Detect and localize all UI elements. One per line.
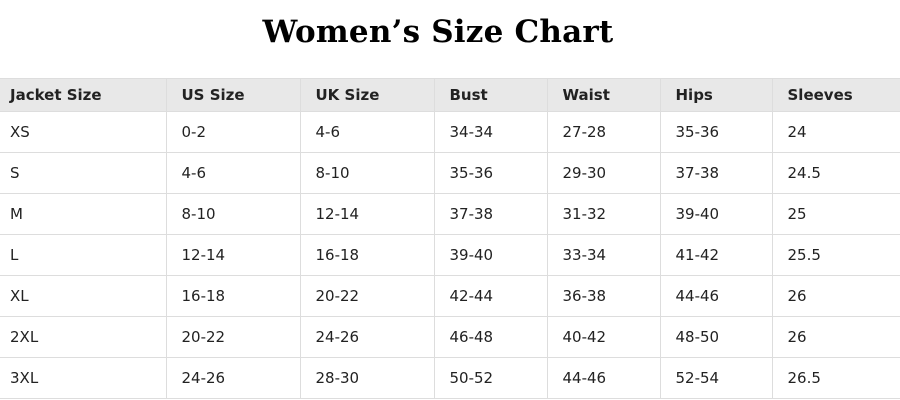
table-cell: 20-22 [299, 275, 435, 317]
column-header: Hips [659, 78, 773, 112]
column-header: Waist [546, 78, 661, 112]
table-row: 2XL 20-22 24-26 46-48 40-42 48-50 26 [0, 316, 900, 358]
table-cell: 16-18 [165, 275, 301, 317]
table-cell: 39-40 [659, 193, 773, 235]
table-cell: 29-30 [546, 152, 661, 194]
table-cell: 26 [771, 275, 900, 317]
table-cell: 27-28 [546, 111, 661, 153]
table-cell: 26 [771, 316, 900, 358]
table-cell: 46-48 [433, 316, 548, 358]
table-cell: 40-42 [546, 316, 661, 358]
table-header-row: Jacket Size US Size UK Size Bust Waist Hips Sl… [0, 78, 900, 112]
table-cell: 20-22 [165, 316, 301, 358]
table-cell: 37-38 [659, 152, 773, 194]
table-cell: S [0, 152, 167, 194]
table-cell: 44-46 [546, 357, 661, 399]
size-chart-table: Jacket Size US Size UK Size Bust Waist Hips Sl… [0, 78, 900, 399]
column-header: Bust [433, 78, 548, 112]
table-cell: 33-34 [546, 234, 661, 276]
table-cell: 24.5 [771, 152, 900, 194]
table-row: S 4-6 8-10 35-36 29-30 37-38 24.5 [0, 152, 900, 194]
table-cell: 24-26 [165, 357, 301, 399]
table-cell: 26.5 [771, 357, 900, 399]
table-cell: 35-36 [659, 111, 773, 153]
table-cell: 48-50 [659, 316, 773, 358]
table-cell: 44-46 [659, 275, 773, 317]
table-cell: L [0, 234, 167, 276]
table-cell: 41-42 [659, 234, 773, 276]
table-cell: 3XL [0, 357, 167, 399]
page-title: Women’s Size Chart [262, 14, 614, 50]
table-cell: 24 [771, 111, 900, 153]
table-cell: XS [0, 111, 167, 153]
table-cell: 12-14 [165, 234, 301, 276]
table-row: 3XL 24-26 28-30 50-52 44-46 52-54 26.5 [0, 357, 900, 399]
table-cell: 42-44 [433, 275, 548, 317]
table-cell: 25 [771, 193, 900, 235]
table-cell: 8-10 [165, 193, 301, 235]
table-row: M 8-10 12-14 37-38 31-32 39-40 25 [0, 193, 900, 235]
table-cell: 4-6 [299, 111, 435, 153]
table-cell: 37-38 [433, 193, 548, 235]
table-cell: 24-26 [299, 316, 435, 358]
table-cell: 4-6 [165, 152, 301, 194]
table-cell: 50-52 [433, 357, 548, 399]
table-cell: XL [0, 275, 167, 317]
column-header: UK Size [299, 78, 435, 112]
table-cell: 39-40 [433, 234, 548, 276]
table-row: XL 16-18 20-22 42-44 36-38 44-46 26 [0, 275, 900, 317]
column-header: Sleeves [771, 78, 900, 112]
table-row: L 12-14 16-18 39-40 33-34 41-42 25.5 [0, 234, 900, 276]
table-cell: 2XL [0, 316, 167, 358]
table-cell: 31-32 [546, 193, 661, 235]
table-cell: M [0, 193, 167, 235]
table-cell: 16-18 [299, 234, 435, 276]
table-cell: 0-2 [165, 111, 301, 153]
table-cell: 35-36 [433, 152, 548, 194]
table-cell: 25.5 [771, 234, 900, 276]
column-header: US Size [165, 78, 301, 112]
table-cell: 52-54 [659, 357, 773, 399]
column-header: Jacket Size [0, 78, 167, 112]
table-cell: 34-34 [433, 111, 548, 153]
table-cell: 12-14 [299, 193, 435, 235]
table-cell: 8-10 [299, 152, 435, 194]
table-row: XS 0-2 4-6 34-34 27-28 35-36 24 [0, 111, 900, 153]
table-cell: 28-30 [299, 357, 435, 399]
table-cell: 36-38 [546, 275, 661, 317]
